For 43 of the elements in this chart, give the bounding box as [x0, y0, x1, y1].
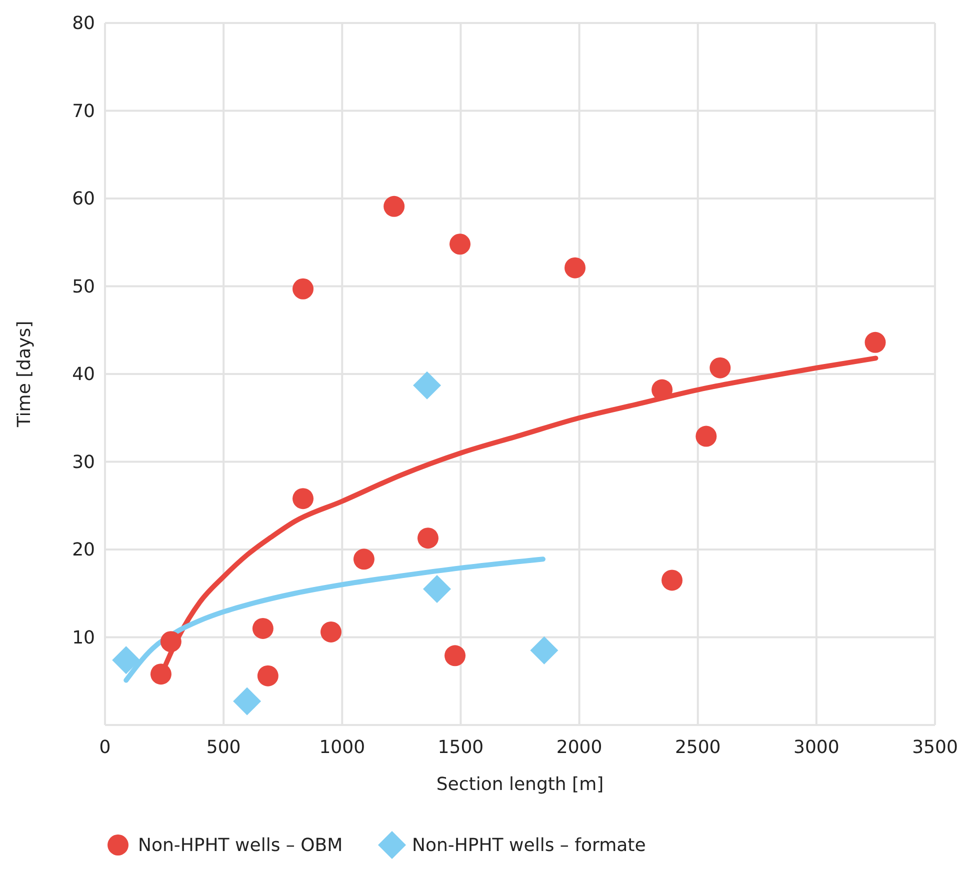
y-tick-label: 60: [72, 188, 95, 210]
point: [696, 426, 717, 447]
y-tick-label: 20: [72, 540, 95, 560]
point: [112, 646, 140, 674]
y-tick-label: 70: [72, 100, 95, 122]
x-tick-label: 2500: [674, 737, 721, 758]
point: [417, 528, 438, 549]
point: [564, 257, 586, 278]
point: [450, 234, 471, 255]
point: [257, 665, 278, 686]
point: [292, 278, 314, 300]
point: [160, 631, 182, 652]
legend-label: Non-HPHT wells – formate: [412, 835, 646, 856]
x-tick-label: 1000: [319, 737, 366, 758]
point: [444, 645, 466, 666]
point: [662, 570, 683, 591]
y-tick-label: 10: [72, 627, 95, 648]
point: [292, 488, 314, 510]
y-tick-label: 50: [72, 276, 95, 298]
x-tick-label: 2000: [556, 737, 602, 758]
point: [530, 636, 558, 664]
x-axis-title: Section length [m]: [436, 774, 604, 795]
point: [864, 332, 886, 353]
point: [413, 371, 442, 400]
point: [353, 548, 374, 570]
y-tick-label: 30: [72, 452, 95, 473]
y-axis-title: Time [days]: [14, 320, 35, 428]
y-tick-label: 80: [72, 13, 95, 34]
point: [150, 664, 172, 685]
point: [423, 574, 451, 603]
point: [652, 379, 673, 400]
x-tick-label: 0: [99, 737, 111, 758]
x-tick-label: 3500: [912, 737, 958, 758]
legend-label: Non-HPHT wells – OBM: [138, 835, 343, 856]
x-tick-label: 3000: [794, 737, 840, 758]
x-tick-label: 500: [206, 737, 241, 758]
point: [252, 618, 274, 639]
point: [710, 357, 731, 378]
point: [384, 196, 405, 217]
point: [320, 621, 342, 642]
y-tick-label: 40: [72, 364, 95, 385]
point: [233, 687, 262, 716]
x-tick-label: 1500: [438, 737, 484, 758]
